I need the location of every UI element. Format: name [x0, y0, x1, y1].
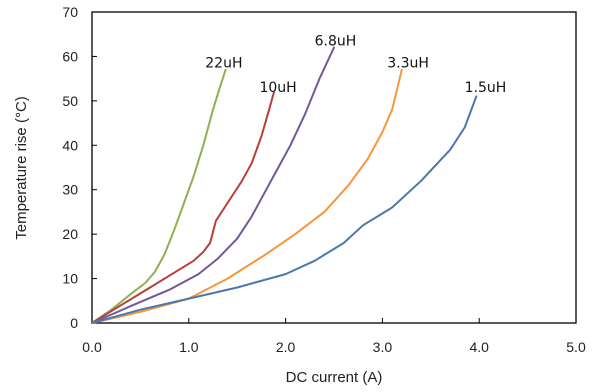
- series-labels: 22uH 10uH 6.8uH 3.3uH 1.5uH: [205, 33, 506, 96]
- x-axis-label: DC current (A): [286, 369, 383, 386]
- series-line-22uh: [91, 68, 227, 324]
- y-tick-label: 70: [62, 4, 78, 20]
- series-label-10uh: 10uH: [259, 80, 296, 96]
- series-label-6-8uh: 6.8uH: [315, 33, 357, 49]
- series-line-1-5uh: [91, 95, 478, 324]
- series-label-3-3uh: 3.3uH: [387, 56, 429, 72]
- y-tick-label: 60: [62, 48, 78, 64]
- x-tick-label: 3.0: [373, 339, 393, 355]
- series-label-1-5uh: 1.5uH: [465, 80, 507, 96]
- y-tick-label: 30: [62, 182, 78, 198]
- plot-area-frame: [91, 11, 577, 324]
- y-axis-label: Temperature rise (°C): [13, 96, 30, 240]
- x-tick-label: 1.0: [179, 339, 199, 355]
- x-tick-label: 4.0: [469, 339, 489, 355]
- x-axis-ticks: 0.0 1.0 2.0 3.0 4.0 5.0: [82, 318, 586, 355]
- y-tick-label: 0: [70, 315, 78, 331]
- series-lines: [91, 46, 478, 324]
- series-line-6-8uh: [91, 46, 335, 324]
- x-tick-label: 5.0: [566, 339, 586, 355]
- series-label-22uh: 22uH: [205, 56, 242, 72]
- series-line-10uh: [91, 91, 275, 324]
- y-tick-label: 20: [62, 226, 78, 242]
- y-axis-ticks: 0 10 20 30 40 50 60 70: [62, 4, 97, 331]
- y-tick-label: 40: [62, 137, 78, 153]
- y-tick-label: 50: [62, 93, 78, 109]
- y-tick-label: 10: [62, 271, 78, 287]
- x-tick-label: 2.0: [276, 339, 296, 355]
- x-tick-label: 0.0: [82, 339, 102, 355]
